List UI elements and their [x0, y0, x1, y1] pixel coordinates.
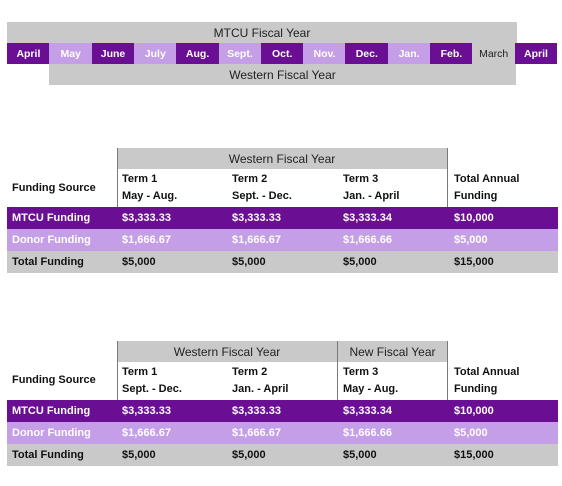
table2-header-term1: Term 1 Sept. - Dec.: [122, 364, 182, 398]
term-name: Term 1: [122, 173, 158, 185]
cell-total: $10,000: [454, 212, 494, 224]
month-cell: Sept.: [218, 43, 262, 64]
table2-group-header-new: New Fiscal Year: [338, 341, 447, 362]
term-months: Sept. - Dec.: [232, 190, 292, 202]
table2-header-source: Funding Source: [12, 374, 96, 386]
table1-row-donor: Donor Funding $1,666.67 $1,666.67 $1,666…: [7, 229, 558, 251]
row-label: MTCU Funding: [12, 405, 91, 417]
table2-header-total: Total Annual Funding: [454, 364, 519, 398]
western-fiscal-year-bar: Western Fiscal Year: [49, 64, 516, 85]
term-name: Term 3: [343, 173, 379, 185]
month-cell: June: [91, 43, 135, 64]
cell-term3: $5,000: [343, 449, 377, 461]
row-label: MTCU Funding: [12, 212, 91, 224]
table2-header-term3: Term 3 May - Aug.: [343, 364, 398, 398]
mtcu-fiscal-year-bar: MTCU Fiscal Year: [7, 22, 517, 43]
table1-header-total: Total Annual Funding: [454, 171, 519, 205]
table2-group-header-western: Western Fiscal Year: [117, 341, 337, 362]
cell-term2: $5,000: [232, 449, 266, 461]
cell-term3: $1,666.66: [343, 427, 392, 439]
divider: [337, 341, 338, 422]
row-label: Total Funding: [12, 256, 84, 268]
cell-term3: $1,666.66: [343, 234, 392, 246]
cell-term1: $5,000: [122, 256, 156, 268]
term-name: Term 2: [232, 173, 268, 185]
term-months: May - Aug.: [122, 190, 178, 202]
cell-term3: $5,000: [343, 256, 377, 268]
term-name: Term 2: [232, 366, 268, 378]
table1-row-total: Total Funding $5,000 $5,000 $5,000 $15,0…: [7, 251, 558, 273]
month-cell: March: [472, 43, 516, 64]
month-cell: Feb.: [430, 43, 473, 64]
month-cell: Aug.: [176, 43, 219, 64]
total-line-1: Total Annual: [454, 366, 520, 378]
month-cell: Nov.: [303, 43, 346, 64]
table2-row-donor: Donor Funding $1,666.67 $1,666.67 $1,666…: [7, 422, 558, 444]
month-cell: April: [7, 43, 50, 64]
row-label: Donor Funding: [12, 234, 91, 246]
cell-term1: $1,666.67: [122, 427, 171, 439]
term-months: May - Aug.: [343, 383, 399, 395]
term-name: Term 3: [343, 366, 379, 378]
table1-header-term1: Term 1 May - Aug.: [122, 171, 177, 205]
term-name: Term 1: [122, 366, 158, 378]
cell-term3: $3,333.34: [343, 405, 392, 417]
table1-group-header: Western Fiscal Year: [117, 148, 447, 169]
table2-group-label-new: New Fiscal Year: [349, 344, 436, 359]
term-months: Jan. - April: [343, 190, 400, 202]
total-line-2: Funding: [454, 383, 498, 395]
table2-header-term2: Term 2 Jan. - April: [232, 364, 288, 398]
row-label: Donor Funding: [12, 427, 91, 439]
table1-row-mtcu: MTCU Funding $3,333.33 $3,333.33 $3,333.…: [7, 207, 558, 229]
cell-term1: $1,666.67: [122, 234, 171, 246]
cell-term2: $5,000: [232, 256, 266, 268]
month-cell: April: [514, 43, 558, 64]
table2-row-total: Total Funding $5,000 $5,000 $5,000 $15,0…: [7, 444, 558, 466]
cell-term2: $3,333.33: [232, 405, 281, 417]
cell-term1: $3,333.33: [122, 405, 171, 417]
table1-header-source: Funding Source: [12, 182, 96, 194]
table2-group-label-western: Western Fiscal Year: [173, 344, 281, 359]
table1-group-label: Western Fiscal Year: [228, 151, 336, 166]
cell-term1: $5,000: [122, 449, 156, 461]
cell-total: $15,000: [454, 449, 494, 461]
total-line-1: Total Annual: [454, 173, 520, 185]
term-months: Jan. - April: [232, 383, 289, 395]
table1-header-term3: Term 3 Jan. - April: [343, 171, 399, 205]
cell-term2: $1,666.67: [232, 234, 281, 246]
month-cell: July: [133, 43, 177, 64]
row-label: Total Funding: [12, 449, 84, 461]
cell-total: $15,000: [454, 256, 494, 268]
month-cell: Oct.: [260, 43, 304, 64]
month-cell: Dec.: [345, 43, 389, 64]
cell-total: $5,000: [454, 427, 488, 439]
cell-term3: $3,333.34: [343, 212, 392, 224]
western-fiscal-year-label: Western Fiscal Year: [229, 67, 336, 82]
table2-row-mtcu: MTCU Funding $3,333.33 $3,333.33 $3,333.…: [7, 400, 558, 422]
term-months: Sept. - Dec.: [122, 383, 182, 395]
cell-term2: $3,333.33: [232, 212, 281, 224]
month-cell: Jan.: [387, 43, 431, 64]
cell-term1: $3,333.33: [122, 212, 171, 224]
mtcu-fiscal-year-label: MTCU Fiscal Year: [213, 25, 311, 40]
cell-total: $5,000: [454, 234, 488, 246]
total-line-2: Funding: [454, 190, 498, 202]
table1-header-term2: Term 2 Sept. - Dec.: [232, 171, 292, 205]
cell-term2: $1,666.67: [232, 427, 281, 439]
cell-total: $10,000: [454, 405, 494, 417]
month-cell: May: [49, 43, 93, 64]
